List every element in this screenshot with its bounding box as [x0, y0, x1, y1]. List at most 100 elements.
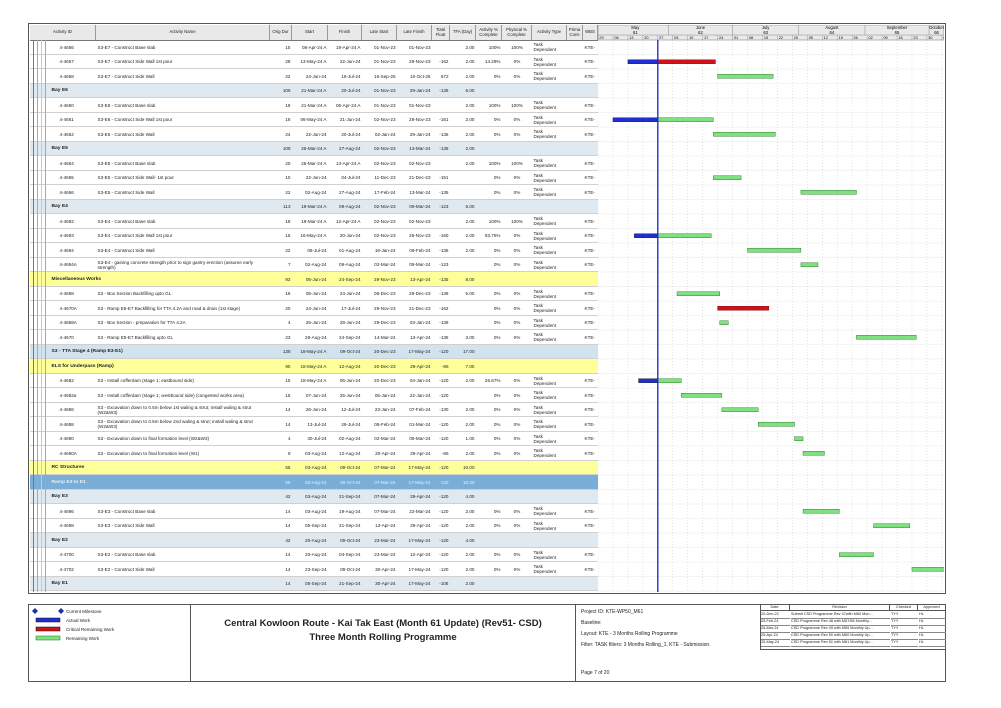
- cell-start: 03-Aug-24: [305, 494, 327, 500]
- cell-type: Task Dependent: [533, 288, 556, 299]
- row: [30, 374, 598, 388]
- cell-late-finish: 13-Mar-24: [409, 146, 431, 152]
- row: [30, 548, 598, 562]
- cell-wbs: KTE-: [584, 160, 595, 166]
- cell-late-finish: 17-May-24: [408, 349, 431, 355]
- month-label: October: [929, 25, 944, 30]
- cell-pct: 0%: [493, 392, 501, 398]
- cell-dur: 105: [282, 88, 291, 94]
- cell-late-finish: 28-Nov-23: [409, 233, 431, 239]
- revision-cell: CSD Programme Rev 49 with M59 Monthly Up…: [791, 626, 890, 633]
- activity-name: S3 - Install cofferdam (stage 1; westbou…: [97, 392, 244, 398]
- cell-late-finish: 09-Feb-24: [409, 247, 431, 253]
- cell-phys: 0%: [513, 392, 521, 398]
- cell-float: -120: [439, 378, 449, 384]
- row: [30, 272, 598, 287]
- cell-late-finish: 28-Nov-23: [409, 59, 431, 65]
- column-header: Orig Dur: [270, 25, 292, 40]
- cell-tfa: 2.00: [465, 59, 475, 65]
- cell-late-start: 20-Dec-23: [374, 363, 396, 369]
- cell-float: -135: [439, 247, 449, 253]
- cell-float: -120: [439, 349, 449, 355]
- cell-finish: 17-Jul-24: [341, 305, 361, 311]
- cell-start: 13-Jul-24: [307, 421, 327, 427]
- cell-tfa: 8.00: [465, 276, 475, 282]
- cell-pct: 26.67%: [484, 378, 501, 384]
- remaining-bar: [802, 509, 840, 514]
- period-label: 65: [895, 30, 900, 35]
- cell-late-start: 07-Mar-24: [374, 465, 396, 471]
- cell-late-finish: 17-May-24: [408, 537, 431, 543]
- cell-start: 16-May-24 A: [300, 233, 327, 239]
- week-label: 26: [854, 36, 858, 40]
- legend-milestone: [58, 608, 64, 614]
- cell-late-start: 01-Nov-23: [374, 88, 396, 94]
- cell-dur: 15: [285, 44, 291, 50]
- activity-name: S3 - Excavation down to final formation …: [97, 436, 210, 442]
- cell-late-start: 01-Nov-23: [374, 44, 396, 50]
- group-name: ELS for Underpass (Ramp): [51, 363, 114, 369]
- cell-dur: 4: [287, 320, 291, 326]
- cell-tfa: 10.00: [463, 479, 475, 485]
- cell-late-finish: 09-Mar-24: [409, 204, 431, 210]
- row: [30, 359, 598, 374]
- cell-float: -120: [439, 566, 449, 572]
- cell-late-start: 07-Mar-24: [374, 494, 396, 500]
- week-label: 09: [883, 36, 887, 40]
- cell-dur: 24: [285, 131, 291, 137]
- cell-phys: 0%: [513, 523, 521, 529]
- cell-float: -120: [439, 537, 449, 543]
- column-header: WBS: [583, 25, 598, 40]
- cell-id: 4-4694A: [59, 262, 77, 268]
- actual-bar: [627, 59, 659, 64]
- cell-late-start: 02-Mar-24: [374, 262, 396, 268]
- cell-wbs: KTE-: [584, 73, 595, 79]
- row: [30, 475, 598, 490]
- cell-tfa: 6.00: [465, 88, 475, 94]
- cell-pct: 0%: [493, 523, 501, 529]
- cell-finish: 09-Oct-24: [340, 465, 361, 471]
- cell-dur: 14: [285, 407, 291, 413]
- cell-phys: 100%: [511, 44, 523, 50]
- cell-wbs: KTE-: [584, 291, 595, 297]
- cell-type: Task Dependent: [533, 230, 556, 241]
- row: [30, 185, 598, 200]
- cell-start: 20-Aug-24: [305, 537, 327, 543]
- cell-wbs: KTE-: [584, 117, 595, 123]
- week-label: 20: [644, 36, 648, 40]
- week-label: 22: [779, 36, 783, 40]
- critical-bar: [657, 59, 716, 64]
- cell-start: 18-May-24 A: [300, 378, 327, 384]
- cell-float: -120: [439, 465, 449, 471]
- cell-type: Task Dependent: [533, 172, 556, 183]
- row: [30, 127, 598, 142]
- cell-finish: 20-Jun-24: [339, 233, 361, 239]
- cell-type: Task Dependent: [533, 520, 556, 531]
- cell-float: -120: [439, 392, 449, 398]
- activity-name: S3-E3 - Construct Side Wall: [97, 523, 155, 529]
- week-label: 29: [599, 36, 603, 40]
- filter: Filter: TASK filters: 3 Months Rolling_1…: [581, 642, 711, 648]
- cell-start: 03-Aug-24: [305, 450, 327, 456]
- cell-phys: 0%: [513, 320, 521, 326]
- cell-phys: 0%: [513, 436, 521, 442]
- activity-name: S3-E7 - Construct Side Wall 1st pour: [97, 59, 173, 65]
- row: [30, 576, 598, 591]
- cell-wbs: KTE-: [584, 175, 595, 181]
- row: [30, 214, 598, 229]
- cell-finish: 21-Sep-24: [339, 581, 361, 587]
- cell-float: -135: [439, 189, 449, 195]
- cell-late-finish: 13-Apr-24: [410, 334, 431, 340]
- cell-start: 05-Sep-24: [305, 523, 327, 529]
- cell-float: -162: [439, 59, 449, 65]
- cell-id: 4-4665: [59, 175, 74, 181]
- cell-float: -135: [439, 276, 449, 282]
- cell-dur: 14: [285, 421, 291, 427]
- column-header: Activity ID: [30, 25, 96, 40]
- cell-wbs: KTE-: [584, 378, 595, 384]
- cell-type: Task Dependent: [533, 390, 556, 401]
- cell-tfa: 2.00: [465, 581, 475, 587]
- cell-finish: 19-Apr-24 A: [335, 44, 361, 50]
- cell-phys: 0%: [513, 421, 521, 427]
- cell-finish: 09-Oct-24: [340, 566, 361, 572]
